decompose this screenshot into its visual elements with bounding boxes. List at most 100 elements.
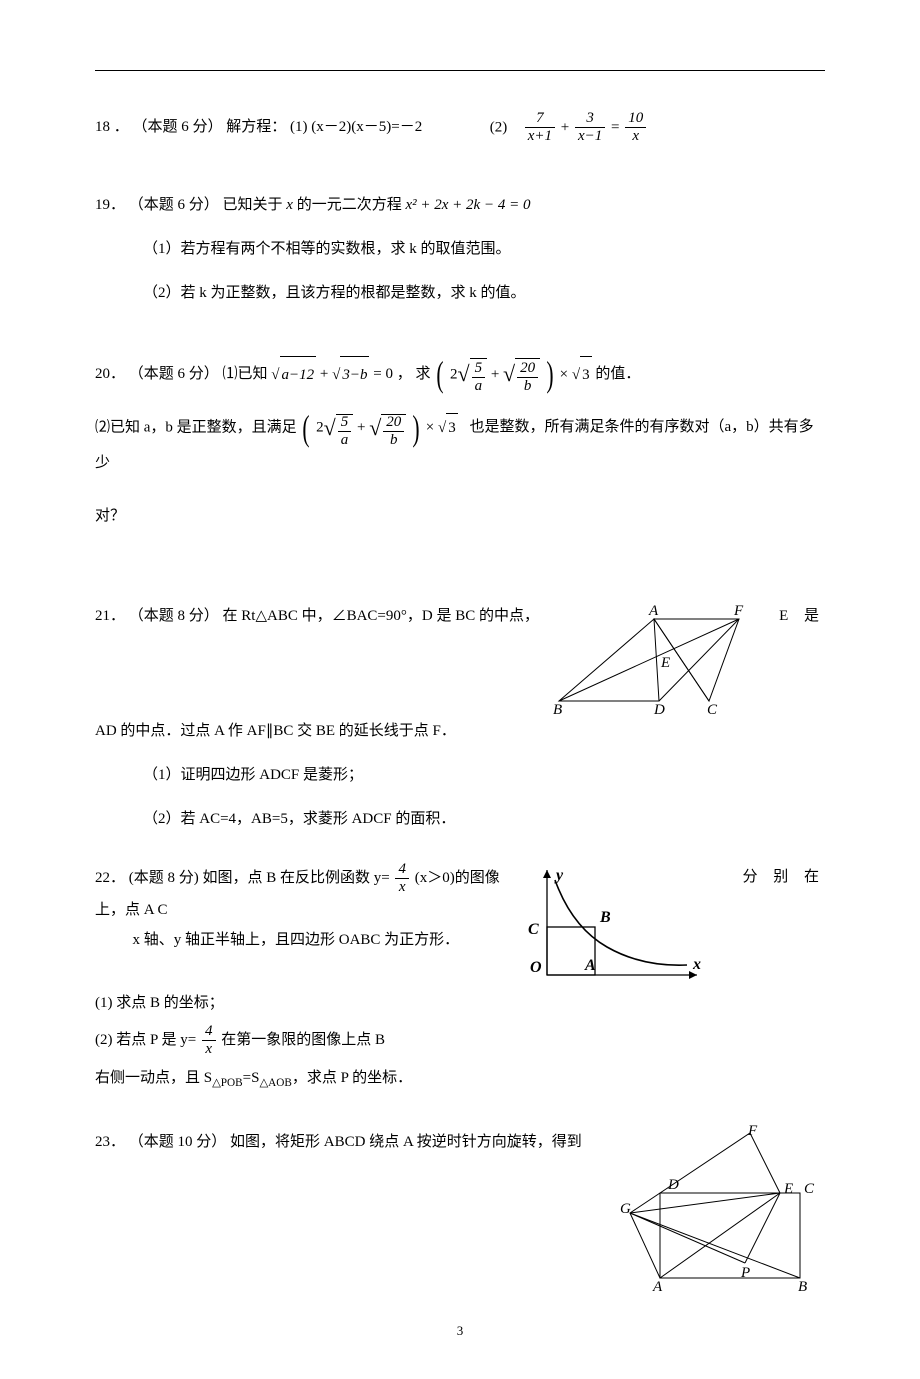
p22-points: (本题 8 分) [129,870,199,886]
p18-frac2-num: 3 [575,111,605,128]
fig-label: D [667,1177,679,1193]
p18-frac3-num: 10 [625,111,646,128]
p20-plus1: + [320,366,328,382]
problem-22: 22． (本题 8 分) 如图，点 B 在反比例函数 y= 4 x (x＞0)的… [95,862,825,1095]
page-number: 3 [95,1323,825,1339]
p20b-sqrtfrac2: √20b [369,407,406,449]
p18-eq: = [611,120,619,136]
p18-part2-label: (2) [490,120,508,136]
p20-eq0: = 0 [373,366,393,382]
fig-label: A [648,603,659,619]
fig-label: y [554,867,564,884]
p22-trail: 分 别 在 [742,862,825,892]
fig-label: C [804,1181,815,1197]
p22-subpob: △POB [212,1077,243,1089]
p22-frac2: 4 x [202,1024,216,1057]
p21-points: （本题 8 分） [129,608,219,624]
fig-label: G [620,1201,631,1217]
p18-frac1: 7 x+1 [525,111,555,144]
p22-line2: x 轴、y 轴正半轴上，且四边形 OABC 为正方形． [133,925,503,955]
fig-label: A [652,1279,663,1293]
p22-sub2b: 在第一象限的图像上点 B [221,1032,385,1048]
p20-times: × [560,366,568,382]
p20-sqrt2: √3−b [332,356,369,393]
fig-label: F [733,603,744,619]
p22-subeq: =S [243,1070,260,1086]
fig-label: O [530,959,542,976]
p19-lead1: 已知关于 [223,197,283,213]
p23-line1: 如图，将矩形 ABCD 绕点 A 按逆时针方向旋转，得到 [230,1134,582,1150]
lparen2-icon: ( [303,410,310,446]
p19-number: 19． [95,197,125,213]
p21-line1a: 在 Rt△ABC 中，∠BAC=90°，D 是 BC 的中点， [223,608,539,624]
p22-line1a: 如图，点 B 在反比例函数 y= [203,870,390,886]
p21-sub1: （1）证明四边形 ADCF 是菱形； [143,760,825,790]
p20b-plus: + [357,419,365,435]
rparen-icon: ) [546,356,553,392]
p22-sub2: (2) 若点 P 是 y= 4 x 在第一象限的图像上点 B [95,1024,825,1057]
p22-sub1: (1) 求点 B 的坐标； [95,988,825,1018]
fig-label: D [653,702,665,716]
p20-sqrtfrac2: √20b [503,348,540,401]
p19-points: （本题 6 分） [129,197,219,213]
p22-figure: y x C B O A [512,862,712,982]
p20-part1-label: ⑴已知 [223,366,268,382]
problem-20: 20． （本题 6 分） ⑴已知 √a−12 + √3−b = 0 ， 求 ( … [95,348,825,531]
p20-comma: ， [397,366,412,382]
fig-label: F [747,1123,758,1139]
p18-plus: + [561,120,569,136]
p18-frac3-den: x [625,128,646,144]
fig-label: C [528,921,539,938]
p19-eq: x² + 2x + 2k − 4 = 0 [405,197,530,213]
fig-label: E [783,1181,793,1197]
p18-frac1-num: 7 [525,111,555,128]
problem-19: 19． （本题 6 分） 已知关于 x 的一元二次方程 x² + 2x + 2k… [95,190,825,308]
p18-frac3: 10 x [625,111,646,144]
p18-points: （本题 6 分） [133,119,223,135]
fig-label: P [740,1265,750,1281]
p20-sqrt3: √3 [572,356,592,393]
p18-part1-eq: (x－2)(x－5)=－2 [311,119,422,135]
p23-points: （本题 10 分） [129,1134,227,1150]
p20-plus2: + [491,366,499,382]
fig-label: E [660,655,670,671]
p23-figure: F D E C G P A B [620,1123,825,1293]
p22-sub3b: ，求点 P 的坐标． [292,1070,412,1086]
lparen-icon: ( [437,356,444,392]
p20-dui: 对？ [95,501,825,531]
header-rule [95,70,825,71]
p20-qiu: 求 [415,366,430,382]
p19-lead2: 的一元二次方程 [297,197,402,213]
p21-trail: E 是 [779,601,825,631]
p18-frac2: 3 x−1 [575,111,605,144]
p20b-sqrt3: √3 [438,413,458,443]
p18-frac1-den: x+1 [525,128,555,144]
p22-subaob: △AOB [259,1077,291,1089]
p19-sub1: （1）若方程有两个不相等的实数根，求 k 的取值范围。 [143,234,825,264]
p20-part2a: ⑵已知 a，b 是正整数，且满足 [95,419,297,435]
p22-sub2a: (2) 若点 P 是 y= [95,1032,196,1048]
p21-number: 21． [95,608,125,624]
rparen2-icon: ) [412,410,419,446]
p21-figure: A F B D C E [549,601,749,716]
fig-label: x [692,956,701,973]
p18-number: 18 [95,119,110,135]
p23-number: 23． [95,1134,125,1150]
p20-sqrt1: √a−12 [271,356,316,393]
problem-18: 18 ． （本题 6 分） 解方程： (1) (x－2)(x－5)=－2 (2)… [95,111,825,144]
fig-label: C [707,702,718,716]
fig-label: B [798,1279,807,1293]
problem-23: 23． （本题 10 分） 如图，将矩形 ABCD 绕点 A 按逆时针方向旋转，… [95,1123,825,1293]
p20b-times: × [426,419,434,435]
p22-sub3a: 右侧一动点，且 S [95,1070,212,1086]
p18-frac2-den: x−1 [575,128,605,144]
p22-number: 22． [95,870,125,886]
p19-sub2: （2）若 k 为正整数，且该方程的根都是整数，求 k 的值。 [143,278,825,308]
problem-21: 21． （本题 8 分） 在 Rt△ABC 中，∠BAC=90°，D 是 BC … [95,601,825,834]
p19-x: x [286,197,296,213]
p20-number: 20． [95,366,125,382]
p22-frac: 4 x [395,862,409,895]
p21-line1b: AD 的中点．过点 A 作 AF∥BC 交 BE 的延长线于点 F． [95,716,825,746]
p21-sub2: （2）若 AC=4，AB=5，求菱形 ADCF 的面积． [143,804,825,834]
p20b-sqrtfrac1: √5a [324,407,354,449]
